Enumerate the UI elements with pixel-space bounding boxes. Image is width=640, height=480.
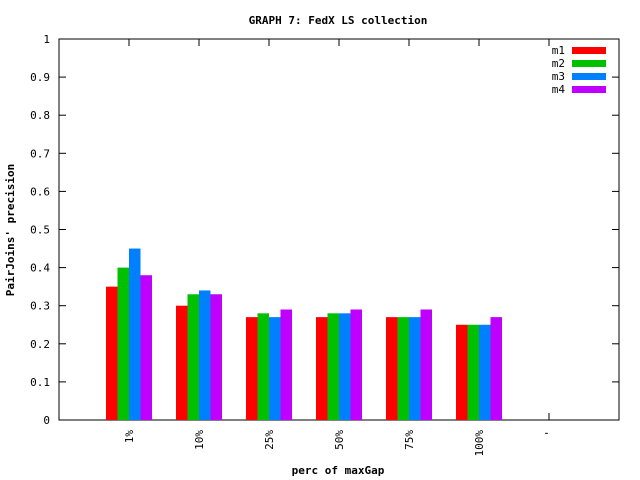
bar-m3-75% xyxy=(409,317,421,420)
chart-title: GRAPH 7: FedX LS collection xyxy=(249,14,428,27)
bar-m3-10% xyxy=(199,290,211,420)
y-tick-label: 0.6 xyxy=(30,185,50,198)
bar-m2-25% xyxy=(257,313,269,420)
bar-m4-50% xyxy=(350,309,362,420)
y-tick-label: 0.7 xyxy=(30,147,50,160)
legend-swatch-m4 xyxy=(572,86,606,93)
bar-m3-100% xyxy=(479,324,491,420)
x-tick-label: 75% xyxy=(403,430,416,450)
x-axis-label: perc of maxGap xyxy=(292,464,385,477)
bar-m4-100% xyxy=(490,317,502,420)
bar-m4-75% xyxy=(420,309,432,420)
y-tick-label: 1 xyxy=(43,33,50,46)
bar-m3-50% xyxy=(339,313,351,420)
bar-m3-1% xyxy=(129,248,141,420)
bar-m4-1% xyxy=(140,275,152,420)
y-tick-label: 0.1 xyxy=(30,376,50,389)
bar-m1-75% xyxy=(386,317,398,420)
bar-m4-25% xyxy=(280,309,292,420)
legend-swatch-m2 xyxy=(572,60,606,67)
legend-label-m2: m2 xyxy=(552,57,565,70)
bars-group xyxy=(106,248,502,420)
y-tick-label: 0.9 xyxy=(30,71,50,84)
x-tick-label: 25% xyxy=(263,430,276,450)
legend-label-m1: m1 xyxy=(552,44,565,57)
bar-m3-25% xyxy=(269,317,281,420)
legend-label-m4: m4 xyxy=(552,83,566,96)
y-tick-label: 0.5 xyxy=(30,224,50,237)
bar-m1-25% xyxy=(246,317,258,420)
x-tick-label: 1% xyxy=(123,430,136,444)
y-axis-label: PairJoins' precision xyxy=(4,164,17,296)
x-tick-label: ' xyxy=(543,430,556,437)
y-tick-label: 0 xyxy=(43,414,50,427)
bar-m2-75% xyxy=(397,317,409,420)
bar-m2-10% xyxy=(187,294,199,420)
y-axis: 0 0.1 0.2 0.3 0.4 0.5 0.6 0.7 0.8 0.9 1 xyxy=(30,33,619,427)
y-tick-label: 0.8 xyxy=(30,109,50,122)
bar-m1-10% xyxy=(176,305,188,420)
bar-m2-50% xyxy=(327,313,339,420)
y-tick-label: 0.3 xyxy=(30,300,50,313)
x-tick-label: 50% xyxy=(333,430,346,450)
x-tick-label: 10% xyxy=(193,430,206,450)
legend-swatch-m1 xyxy=(572,47,606,54)
bar-m1-50% xyxy=(316,317,328,420)
bar-m4-10% xyxy=(210,294,222,420)
legend-swatch-m3 xyxy=(572,73,606,80)
y-tick-label: 0.2 xyxy=(30,338,50,351)
bar-m1-1% xyxy=(106,286,118,420)
bar-m2-1% xyxy=(117,267,129,420)
x-tick-label: 100% xyxy=(473,430,486,457)
legend-label-m3: m3 xyxy=(552,70,565,83)
y-tick-label: 0.4 xyxy=(30,262,50,275)
bar-m1-100% xyxy=(456,324,468,420)
x-axis: 1% 10% 25% 50% 75% 100% ' xyxy=(123,39,556,457)
bar-m2-100% xyxy=(467,324,479,420)
